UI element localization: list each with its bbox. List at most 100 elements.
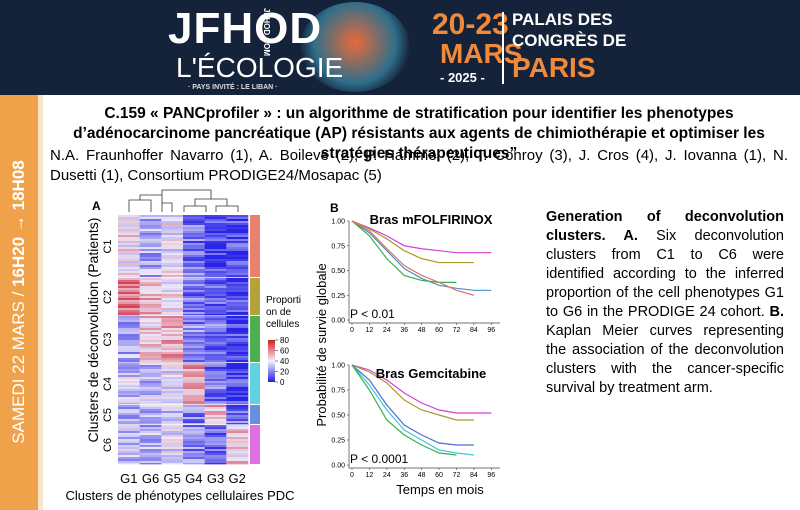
- heatmap-cell: [139, 348, 162, 351]
- heatmap-cell: [118, 294, 140, 297]
- heatmap-cell: [204, 344, 227, 347]
- heatmap-cell: [204, 215, 227, 218]
- heatmap-cell: [226, 255, 249, 258]
- heatmap-cell: [183, 399, 205, 402]
- heatmap-cell: [139, 316, 162, 319]
- heatmap-cell: [118, 288, 140, 291]
- heatmap-cell: [183, 367, 205, 370]
- heatmap-cell: [204, 314, 227, 317]
- heatmap-cell: [226, 282, 249, 285]
- heatmap-cell: [204, 350, 227, 353]
- heatmap-cell: [226, 385, 249, 388]
- heatmap-cell: [204, 257, 227, 260]
- heatmap-cell: [204, 356, 227, 359]
- heatmap-cell: [226, 405, 249, 408]
- heatmap-cell: [139, 455, 162, 458]
- heatmap-cell: [161, 373, 184, 376]
- heatmap-cell: [161, 306, 184, 309]
- heatmap-cell: [204, 443, 227, 446]
- heatmap-cell: [204, 322, 227, 325]
- heatmap-cell: [204, 239, 227, 242]
- heatmap-cell: [183, 290, 205, 293]
- heatmap-cell: [204, 219, 227, 222]
- heatmap-cell: [161, 427, 184, 430]
- heatmap-cell: [226, 292, 249, 295]
- heatmap-cell: [118, 265, 140, 268]
- heatmap-cell: [204, 358, 227, 361]
- heatmap-cell: [139, 391, 162, 394]
- venue: PALAIS DES: [512, 10, 613, 29]
- cluster-bar: [250, 278, 260, 315]
- heatmap-cell: [226, 330, 249, 333]
- heatmap-cell: [183, 233, 205, 236]
- heatmap-cell: [204, 340, 227, 343]
- heatmap-cell: [139, 273, 162, 276]
- heatmap-cell: [183, 215, 205, 218]
- heatmap-cell: [139, 282, 162, 285]
- heatmap-cell: [226, 334, 249, 337]
- heatmap-cell: [183, 340, 205, 343]
- heatmap-cell: [118, 397, 140, 400]
- x-tick-label: 36: [400, 472, 408, 479]
- heatmap-cell: [204, 332, 227, 335]
- heatmap-cell: [226, 445, 249, 448]
- heatmap-cell: [161, 367, 184, 370]
- heatmap-cell: [183, 397, 205, 400]
- heatmap-cell: [226, 263, 249, 266]
- heatmap-cell: [139, 243, 162, 246]
- y-tick-label: 1.00: [331, 219, 345, 226]
- heatmap-cell: [118, 375, 140, 378]
- heatmap-cell: [118, 320, 140, 323]
- heatmap-cell: [161, 265, 184, 268]
- heatmap-cell: [161, 350, 184, 353]
- heatmap-cell: [204, 369, 227, 372]
- heatmap-cell: [139, 326, 162, 329]
- cluster-label: C4: [102, 377, 114, 391]
- heatmap-cell: [183, 241, 205, 244]
- heatmap-cell: [183, 346, 205, 349]
- heatmap-cell: [183, 413, 205, 416]
- heatmap-cell: [161, 445, 184, 448]
- dendrogram: [128, 189, 239, 212]
- heatmap-cell: [226, 433, 249, 436]
- heatmap-cell: [161, 227, 184, 230]
- heatmap-cell: [118, 330, 140, 333]
- heatmap-cell: [139, 334, 162, 337]
- heatmap-cell: [183, 405, 205, 408]
- heatmap-cell: [226, 217, 249, 220]
- heatmap-cell: [118, 401, 140, 404]
- heatmap-cell: [139, 401, 162, 404]
- heatmap-cell: [226, 300, 249, 303]
- heatmap-cell: [226, 411, 249, 414]
- heatmap-cell: [118, 393, 140, 396]
- heatmap-cell: [183, 437, 205, 440]
- heatmap-cell: [204, 278, 227, 281]
- heatmap-cell: [118, 346, 140, 349]
- description-run: Kaplan Meier curves representing the ass…: [546, 323, 784, 396]
- heatmap-cell: [118, 431, 140, 434]
- heatmap-cell: [161, 235, 184, 238]
- x-tick-label: 96: [487, 327, 495, 334]
- cluster-label: C1: [102, 239, 114, 253]
- heatmap-cell: [183, 312, 205, 315]
- heatmap-cell: [226, 413, 249, 416]
- heatmap-cell: [226, 320, 249, 323]
- heatmap-cell: [139, 352, 162, 355]
- heatmap-cell: [204, 253, 227, 256]
- heatmap-cell: [226, 360, 249, 363]
- heatmap-cell: [161, 215, 184, 218]
- heatmap-cell: [183, 395, 205, 398]
- heatmap-cell: [161, 459, 184, 462]
- heatmap-cell: [204, 457, 227, 460]
- heatmap-cell: [161, 332, 184, 335]
- heatmap-cell: [204, 447, 227, 450]
- heatmap-cell: [161, 247, 184, 250]
- heatmap-cell: [118, 363, 140, 366]
- heatmap-cell: [118, 451, 140, 454]
- heatmap-cell: [139, 358, 162, 361]
- heatmap-cell: [139, 421, 162, 424]
- heatmap-cell: [161, 403, 184, 406]
- heatmap-cell: [204, 403, 227, 406]
- heatmap-cell: [226, 235, 249, 238]
- heatmap-cell: [139, 409, 162, 412]
